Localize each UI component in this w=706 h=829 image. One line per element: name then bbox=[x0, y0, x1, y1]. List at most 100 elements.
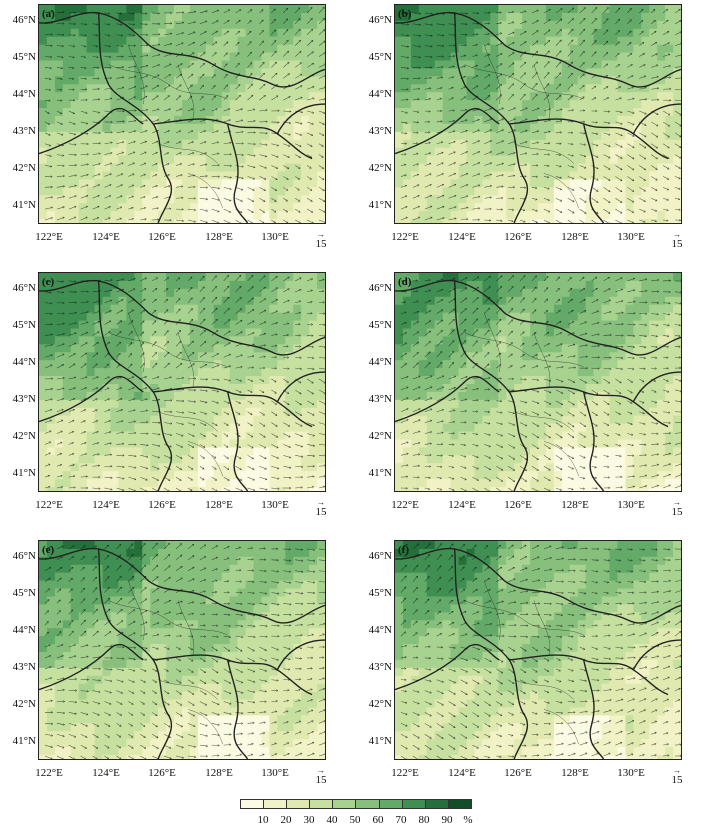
reference-arrow-icon: → bbox=[673, 230, 681, 239]
reference-vector-value: 15 bbox=[315, 238, 327, 250]
lon-label: 122°E bbox=[391, 499, 419, 511]
map-area bbox=[38, 4, 326, 224]
lat-label: 44°N bbox=[12, 88, 36, 100]
panel-label: (f) bbox=[398, 544, 409, 556]
lat-label: 44°N bbox=[368, 624, 392, 636]
reference-vector-value: 15 bbox=[315, 506, 327, 518]
lon-label: 126°E bbox=[504, 499, 532, 511]
lat-label: 42°N bbox=[368, 162, 392, 174]
lon-label: 124°E bbox=[92, 231, 120, 243]
panel-label: (d) bbox=[398, 276, 412, 288]
lat-label: 46°N bbox=[368, 550, 392, 562]
lat-label: 42°N bbox=[12, 162, 36, 174]
colorbar-label: 40 bbox=[326, 814, 338, 826]
colorbar-swatch bbox=[425, 800, 449, 808]
lat-label: 42°N bbox=[368, 698, 392, 710]
lat-label: 44°N bbox=[368, 88, 392, 100]
reference-vector-value: 15 bbox=[671, 506, 683, 518]
colorbar-label: 30 bbox=[303, 814, 315, 826]
colorbar-swatch bbox=[287, 800, 311, 808]
reference-vector: → 15 bbox=[664, 230, 690, 250]
lat-label: 42°N bbox=[368, 430, 392, 442]
lat-label: 42°N bbox=[12, 430, 36, 442]
colorbar-swatch bbox=[356, 800, 380, 808]
lon-label: 128°E bbox=[205, 499, 233, 511]
lon-label: 124°E bbox=[92, 767, 120, 779]
lat-label: 43°N bbox=[12, 393, 36, 405]
lat-label: 46°N bbox=[368, 282, 392, 294]
lon-label: 124°E bbox=[448, 767, 476, 779]
lat-label: 41°N bbox=[12, 467, 36, 479]
panel-e: (e) 46°N 45°N 44°N 43°N 42°N 41°N 122°E … bbox=[0, 536, 350, 798]
map-svg bbox=[395, 541, 681, 759]
colorbar-label: 90 bbox=[441, 814, 453, 826]
reference-vector: → 15 bbox=[308, 230, 334, 250]
lat-label: 46°N bbox=[12, 14, 36, 26]
lat-label: 41°N bbox=[368, 467, 392, 479]
panel-c: (c) 46°N 45°N 44°N 43°N 42°N 41°N 122°E … bbox=[0, 268, 350, 530]
lat-label: 45°N bbox=[368, 319, 392, 331]
colorbar-swatch bbox=[379, 800, 403, 808]
lat-label: 44°N bbox=[12, 624, 36, 636]
lon-label: 122°E bbox=[35, 767, 63, 779]
reference-vector-value: 15 bbox=[671, 774, 683, 786]
lat-label: 43°N bbox=[368, 661, 392, 673]
panel-label: (e) bbox=[42, 544, 55, 556]
lat-label: 41°N bbox=[12, 199, 36, 211]
colorbar: 10 20 30 40 50 60 70 80 90 % bbox=[240, 799, 473, 827]
colorbar-swatch bbox=[241, 800, 265, 808]
panel-a: (a) 46°N 45°N 44°N 43°N 42°N 41°N 122°E … bbox=[0, 0, 350, 262]
panel-label: (a) bbox=[42, 8, 55, 20]
colorbar-unit: % bbox=[463, 814, 473, 826]
colorbar-swatch bbox=[333, 800, 357, 808]
lat-label: 42°N bbox=[12, 698, 36, 710]
lat-label: 46°N bbox=[12, 550, 36, 562]
lon-label: 128°E bbox=[205, 231, 233, 243]
colorbar-label: 70 bbox=[395, 814, 407, 826]
colorbar-swatch bbox=[448, 800, 471, 808]
colorbar-label: 80 bbox=[418, 814, 430, 826]
lon-label: 126°E bbox=[148, 767, 176, 779]
lat-label: 44°N bbox=[12, 356, 36, 368]
reference-arrow-icon: → bbox=[317, 766, 325, 775]
lat-label: 44°N bbox=[368, 356, 392, 368]
map-svg bbox=[39, 273, 325, 491]
map-svg bbox=[395, 5, 681, 223]
lat-label: 43°N bbox=[368, 125, 392, 137]
lat-label: 41°N bbox=[368, 199, 392, 211]
panel-label: (b) bbox=[398, 8, 412, 20]
panel-label: (c) bbox=[42, 276, 55, 288]
lon-label: 122°E bbox=[391, 231, 419, 243]
lat-label: 46°N bbox=[368, 14, 392, 26]
lon-label: 130°E bbox=[617, 767, 645, 779]
colorbar-label: 10 bbox=[257, 814, 269, 826]
lat-label: 41°N bbox=[368, 735, 392, 747]
reference-arrow-icon: → bbox=[673, 766, 681, 775]
colorbar-label: 60 bbox=[372, 814, 384, 826]
lat-label: 45°N bbox=[12, 51, 36, 63]
panel-d: (d) 46°N 45°N 44°N 43°N 42°N 41°N 122°E … bbox=[356, 268, 706, 530]
map-area bbox=[394, 272, 682, 492]
map-area bbox=[38, 540, 326, 760]
lat-label: 41°N bbox=[12, 735, 36, 747]
lon-label: 128°E bbox=[561, 767, 589, 779]
lon-label: 126°E bbox=[148, 499, 176, 511]
lon-label: 124°E bbox=[92, 499, 120, 511]
map-svg bbox=[395, 273, 681, 491]
lon-label: 126°E bbox=[504, 767, 532, 779]
lat-label: 46°N bbox=[12, 282, 36, 294]
lon-label: 128°E bbox=[205, 767, 233, 779]
lat-label: 43°N bbox=[368, 393, 392, 405]
lon-label: 128°E bbox=[561, 231, 589, 243]
map-area bbox=[38, 272, 326, 492]
lon-label: 126°E bbox=[504, 231, 532, 243]
map-area bbox=[394, 4, 682, 224]
colorbar-swatch bbox=[310, 800, 334, 808]
lon-label: 130°E bbox=[617, 231, 645, 243]
colorbar-label: 20 bbox=[280, 814, 292, 826]
reference-arrow-icon: → bbox=[317, 230, 325, 239]
lon-label: 128°E bbox=[561, 499, 589, 511]
lon-label: 124°E bbox=[448, 231, 476, 243]
panel-b: (b) 46°N 45°N 44°N 43°N 42°N 41°N 122°E … bbox=[356, 0, 706, 262]
lat-label: 45°N bbox=[12, 319, 36, 331]
